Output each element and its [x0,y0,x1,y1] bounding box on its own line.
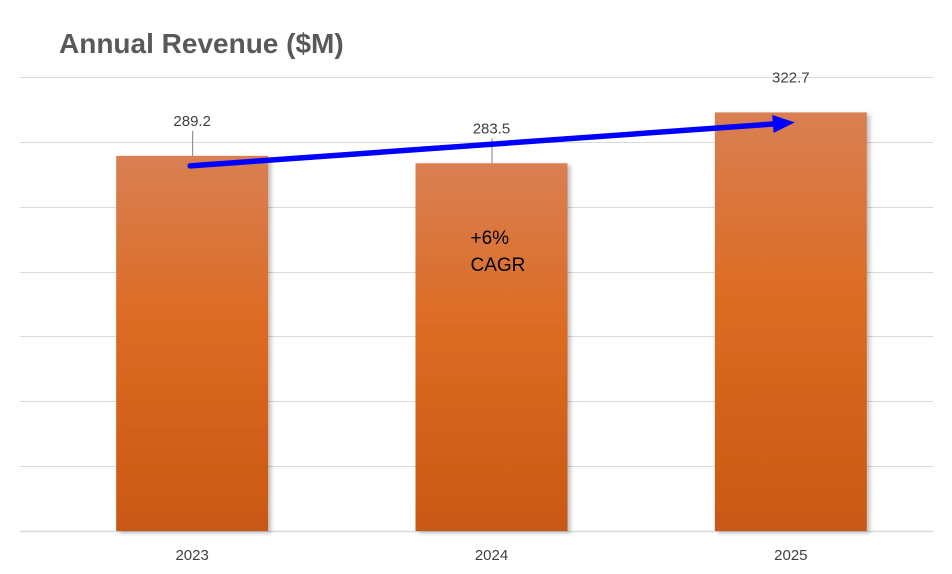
x-tick-label-2023: 2023 [175,547,208,564]
chart-title: Annual Revenue ($M) [59,28,344,59]
labels: 2023 289.2 2024 283.5 2025 322.7 [173,69,809,564]
data-label-2025: 322.7 [772,69,810,86]
cagr-annotation-line-1: +6% [471,228,510,249]
data-label-2024: 283.5 [473,120,511,137]
bar-2025 [714,112,867,532]
x-tick-label-2025: 2025 [774,547,807,564]
cagr-annotation-line-2: CAGR [471,255,526,276]
data-label-2023: 289.2 [173,113,211,130]
bars [116,112,867,532]
annotations: +6% CAGR [187,115,795,276]
trend-arrow-shaft [187,121,776,169]
bar-2024 [415,163,568,531]
bar-2023 [116,155,269,532]
trend-arrow-head [772,115,795,133]
x-tick-label-2024: 2024 [475,547,508,564]
